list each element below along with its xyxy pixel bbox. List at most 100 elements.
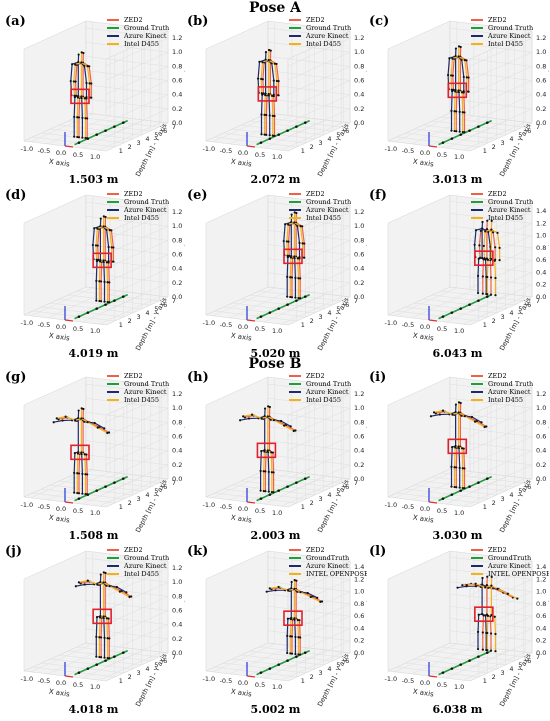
skeleton-joint [458, 486, 461, 489]
z-tick-label: 0.2 [354, 105, 364, 113]
skeleton-joint [106, 431, 109, 435]
panel-label: (l) [369, 544, 387, 559]
highlight-box [70, 88, 90, 105]
skeleton-joint [267, 92, 270, 96]
legend-swatch [289, 35, 301, 37]
skeleton-joint [81, 116, 84, 119]
ground-truth-marker [303, 295, 307, 298]
x-tick-label: -1.0 [384, 675, 397, 683]
y-gridline [85, 387, 169, 480]
skeleton-intel-d455 [77, 571, 131, 660]
highlight-box [447, 82, 468, 99]
legend-swatch [471, 201, 483, 203]
y-tick-label: 2 [492, 673, 496, 681]
y-tick-label: 4 [509, 309, 513, 317]
skeleton-joint [77, 492, 81, 495]
highlight-box [92, 608, 112, 625]
skeleton-joint [493, 259, 496, 262]
y-tick-label: 4 [327, 309, 331, 317]
skeleton-joint [273, 62, 276, 65]
legend-label: Intel D455 [124, 40, 159, 48]
legend-item: ZED2 [107, 372, 169, 380]
y-tick-label: 6 [163, 127, 167, 135]
z-tick-label: 0.8 [354, 418, 364, 426]
x-axis-label: X axis [48, 158, 70, 169]
x-tick-label: -0.5 [38, 503, 51, 511]
z-tick-label: 0.4 [354, 624, 364, 632]
legend-item: Ground Truth [107, 380, 169, 388]
y-tick-label: 5 [154, 661, 158, 669]
y-gridline [414, 221, 497, 314]
highlight-box [283, 248, 303, 265]
legend-swatch [289, 201, 301, 203]
z-tick-label: 0.2 [354, 461, 364, 469]
legend-item: INTEL OPENPOSE [289, 570, 367, 578]
skeleton-joint [297, 296, 300, 300]
z-tick-label: 0.0 [354, 119, 364, 127]
pose-a-title: Pose A [248, 0, 301, 16]
skeleton-joint [460, 91, 464, 94]
skeleton-joint [450, 88, 453, 91]
skeleton-joint [461, 584, 464, 587]
skeleton-joint [264, 470, 267, 473]
z-tick-label: 0.8 [536, 600, 546, 608]
skeleton-joint [297, 277, 300, 280]
ground-truth-marker [468, 303, 471, 306]
legend-item: Azure Kinect [107, 388, 169, 396]
x-axis-label: X axis [48, 332, 70, 343]
skeleton-joint [73, 452, 76, 455]
skeleton-joint [286, 634, 289, 637]
skeleton-joint [102, 615, 105, 618]
y-tick-label: 4 [145, 491, 149, 499]
y-tick-label: 2 [310, 673, 314, 681]
skeleton-joint [295, 579, 298, 582]
y-gridline [241, 217, 324, 310]
z-tick-label: 0.0 [536, 475, 546, 483]
skeleton-joint [293, 587, 296, 591]
legend-label: Azure Kinect [488, 388, 531, 396]
skeleton-joint [290, 213, 293, 216]
skeleton-joint [294, 652, 297, 656]
x-axis-label: X axis [230, 158, 252, 169]
skeleton-joint [95, 279, 98, 282]
skeleton-joint [476, 274, 480, 277]
skeleton-joint [494, 650, 497, 653]
skeleton-joint [486, 219, 489, 222]
skeleton-joint [103, 280, 106, 283]
skeleton-joint [100, 300, 103, 303]
skeleton-joint [481, 256, 484, 260]
z-tick-label: 1.0 [354, 588, 364, 596]
distance-caption: 5.020 m [250, 347, 301, 360]
skeleton-joint [265, 133, 268, 136]
x-tick-label: -0.5 [220, 321, 233, 329]
legend-item: ZED2 [289, 372, 351, 380]
ground-truth-marker [286, 485, 289, 488]
skeleton-joint [486, 575, 489, 578]
ground-truth-marker [441, 671, 445, 674]
skeleton-joint [85, 81, 88, 85]
skeleton-joint [294, 296, 297, 299]
skeleton-joint [256, 77, 260, 80]
skeleton-joint [90, 82, 93, 85]
highlight-box [283, 610, 303, 626]
z-axis-label: Z axis [184, 66, 185, 87]
skeleton-joint [506, 592, 509, 595]
skeleton-joint [76, 491, 79, 495]
legend-label: Azure Kinect [488, 32, 531, 40]
ground-truth-marker [477, 299, 480, 302]
ground-truth-marker [450, 667, 454, 670]
legend-swatch [289, 217, 301, 219]
y-gridline [423, 217, 506, 310]
legend-label: Intel D455 [488, 40, 523, 48]
z-tick-label: 0.2 [536, 461, 546, 469]
skeleton-joint [268, 134, 271, 137]
legend: ZED2 GroundTruth Azure Kinect INTEL OPENPOS… [289, 546, 367, 578]
y-tick-label: 2 [128, 673, 132, 681]
skeleton-joint [94, 244, 98, 247]
legend-label: Ground Truth [124, 198, 170, 206]
x-tick-label: 1.0 [272, 153, 282, 161]
y-gridline [259, 209, 342, 302]
y-tick-label: 1 [301, 321, 305, 329]
skeleton-joint [86, 65, 89, 68]
x-gridline [281, 386, 344, 507]
